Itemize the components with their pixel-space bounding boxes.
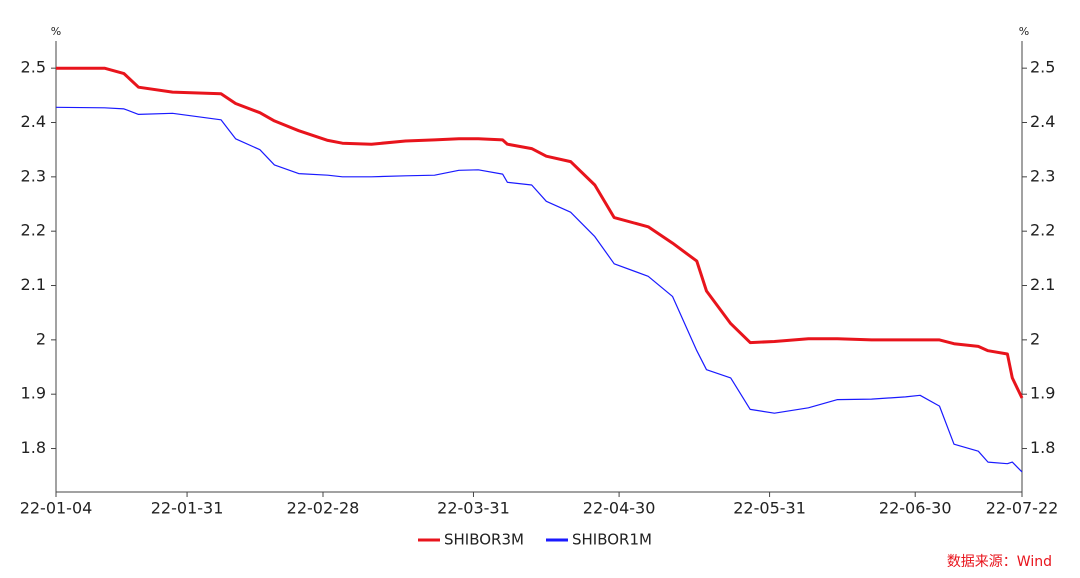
- y-tick-label: 2.1: [21, 275, 46, 294]
- x-tick-label: 22-07-22: [986, 499, 1059, 518]
- x-tick-label: 22-01-04: [20, 499, 93, 518]
- x-tick-label: 22-01-31: [151, 499, 224, 518]
- y2-tick-label: 2.5: [1030, 58, 1055, 77]
- y-tick-label: 2.5: [21, 58, 46, 77]
- y2-tick-label: 2.3: [1030, 166, 1055, 185]
- y2-unit: %: [1019, 25, 1029, 38]
- y-tick-label: 1.9: [21, 384, 46, 403]
- x-tick-label: 22-03-31: [437, 499, 510, 518]
- y2-tick-label: 2.1: [1030, 275, 1055, 294]
- y-tick-label: 2.4: [21, 112, 46, 131]
- y-tick-label: 2.2: [21, 221, 46, 240]
- y-tick-label: 1.8: [21, 438, 46, 457]
- y2-tick-label: 2.4: [1030, 112, 1055, 131]
- x-tick-label: 22-02-28: [287, 499, 360, 518]
- x-tick-label: 22-06-30: [879, 499, 952, 518]
- y2-tick-label: 1.9: [1030, 384, 1055, 403]
- y2-tick-label: 2.2: [1030, 221, 1055, 240]
- x-tick-label: 22-05-31: [733, 499, 806, 518]
- legend-label: SHIBOR1M: [572, 531, 652, 549]
- y2-tick-label: 1.8: [1030, 438, 1055, 457]
- line-series: [56, 66, 1024, 399]
- y2-tick-label: 2: [1030, 329, 1040, 348]
- x-tick-label: 22-04-30: [583, 499, 656, 518]
- y-tick-label: 2.3: [21, 166, 46, 185]
- y-unit: %: [51, 25, 61, 38]
- y-tick-label: 2: [36, 329, 46, 348]
- source-note: 数据来源：Wind: [947, 554, 1052, 570]
- line-series: [55, 106, 1023, 473]
- legend-label: SHIBOR3M: [444, 531, 524, 549]
